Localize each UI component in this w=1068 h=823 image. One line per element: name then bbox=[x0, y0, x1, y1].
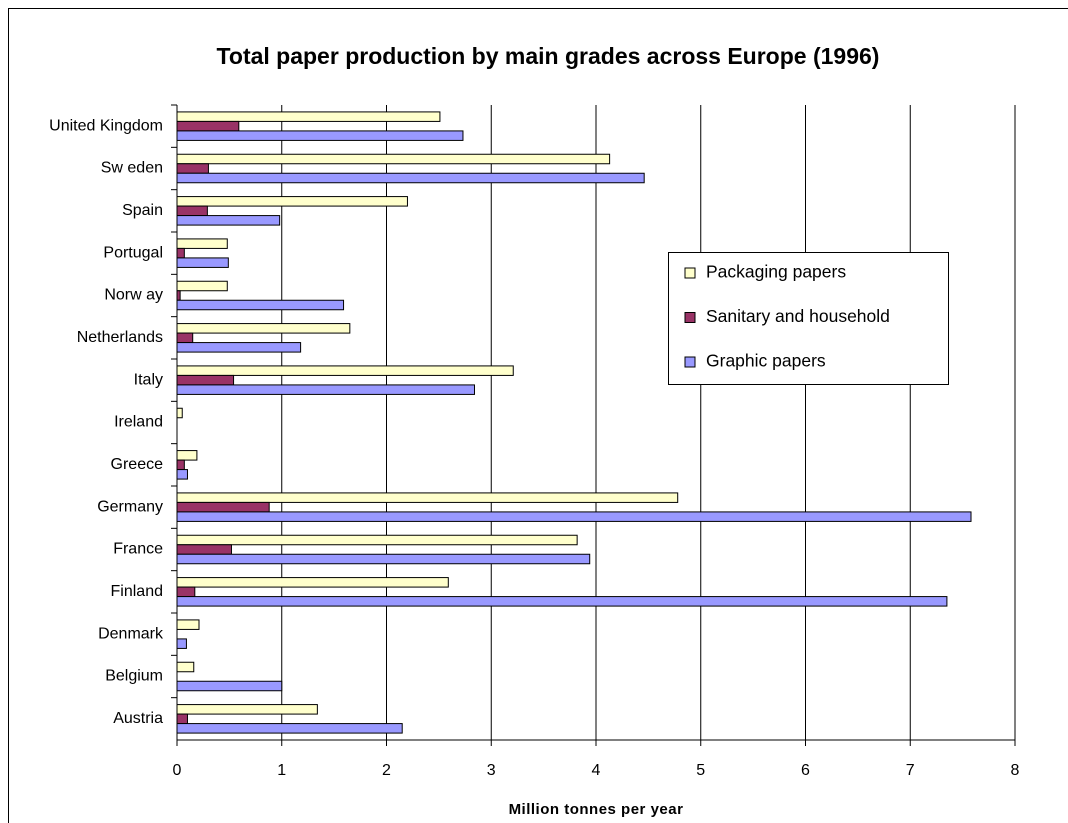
bar bbox=[176, 704, 318, 715]
bar bbox=[176, 501, 270, 513]
bar bbox=[176, 172, 645, 184]
x-tick-label: 7 bbox=[906, 762, 915, 779]
legend-label: Graphic papers bbox=[706, 351, 826, 371]
bar bbox=[176, 374, 235, 386]
bar bbox=[176, 205, 208, 217]
legend-swatch bbox=[684, 267, 696, 279]
y-tick-label: Ireland bbox=[114, 414, 163, 431]
bar bbox=[176, 120, 240, 132]
y-tick-label: Norw ay bbox=[104, 287, 163, 304]
y-tick-label: Belgium bbox=[105, 668, 163, 685]
x-tick-label: 0 bbox=[173, 762, 182, 779]
x-tick-label: 3 bbox=[487, 762, 496, 779]
bar bbox=[176, 247, 185, 259]
bar bbox=[176, 290, 181, 301]
legend-swatch bbox=[684, 312, 696, 323]
bar bbox=[176, 153, 611, 165]
y-tick-label: Portugal bbox=[103, 244, 163, 261]
bar bbox=[176, 130, 464, 141]
y-tick-label: Denmark bbox=[98, 625, 164, 642]
legend-label: Sanitary and household bbox=[706, 306, 890, 326]
bar bbox=[176, 342, 302, 353]
bar bbox=[176, 111, 441, 122]
bar bbox=[176, 680, 283, 692]
x-tick-label: 1 bbox=[277, 762, 286, 779]
bar bbox=[176, 196, 408, 207]
x-tick-label: 6 bbox=[801, 762, 810, 779]
bar bbox=[176, 323, 351, 334]
bar bbox=[176, 238, 228, 249]
bar bbox=[176, 299, 345, 311]
y-tick-label: Spain bbox=[122, 202, 163, 219]
bar bbox=[176, 596, 948, 607]
bar bbox=[176, 723, 403, 734]
bar bbox=[176, 534, 578, 546]
bar bbox=[176, 553, 591, 565]
y-tick-label: Austria bbox=[113, 710, 163, 727]
y-tick-label: France bbox=[113, 541, 163, 558]
chart-title: Total paper production by main grades ac… bbox=[217, 43, 880, 69]
y-tick-label: Sw eden bbox=[101, 160, 163, 177]
bar bbox=[176, 280, 228, 292]
bar bbox=[176, 469, 188, 480]
x-axis-label: Million tonnes per year bbox=[509, 801, 684, 818]
bar bbox=[176, 511, 972, 522]
y-tick-label: United Kingdom bbox=[49, 117, 163, 134]
bar bbox=[176, 661, 195, 673]
legend-swatch bbox=[684, 356, 696, 368]
x-tick-label: 8 bbox=[1011, 762, 1020, 779]
bar bbox=[176, 544, 232, 555]
bar bbox=[176, 459, 185, 471]
bar bbox=[176, 638, 187, 649]
bar bbox=[176, 365, 514, 376]
bar bbox=[176, 407, 183, 419]
bar bbox=[176, 384, 475, 395]
bar bbox=[176, 713, 188, 725]
legend-label: Packaging papers bbox=[706, 262, 846, 282]
x-tick-label: 5 bbox=[696, 762, 705, 779]
bar bbox=[176, 163, 209, 174]
bar bbox=[176, 450, 198, 461]
bar bbox=[176, 577, 449, 588]
bar bbox=[176, 257, 229, 268]
y-tick-label: Finland bbox=[111, 583, 163, 600]
x-tick-label: 4 bbox=[592, 762, 601, 779]
bar bbox=[176, 492, 679, 503]
chart-border bbox=[8, 8, 1068, 823]
bar bbox=[176, 332, 194, 344]
bar bbox=[176, 586, 196, 598]
y-tick-label: Netherlands bbox=[77, 329, 163, 346]
bar bbox=[176, 619, 200, 630]
x-tick-label: 2 bbox=[382, 762, 391, 779]
legend-box bbox=[668, 252, 949, 385]
y-tick-label: Germany bbox=[97, 498, 163, 515]
bar bbox=[176, 215, 281, 226]
y-tick-label: Greece bbox=[111, 456, 164, 473]
y-tick-label: Italy bbox=[134, 371, 163, 388]
